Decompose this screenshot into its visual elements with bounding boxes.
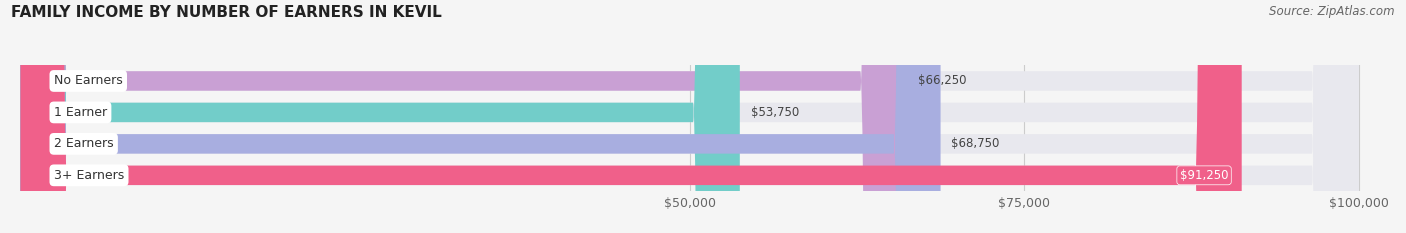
FancyBboxPatch shape bbox=[21, 0, 941, 233]
Text: 1 Earner: 1 Earner bbox=[53, 106, 107, 119]
Text: $53,750: $53,750 bbox=[751, 106, 799, 119]
FancyBboxPatch shape bbox=[21, 0, 1241, 233]
Text: $66,250: $66,250 bbox=[918, 75, 966, 87]
Text: Source: ZipAtlas.com: Source: ZipAtlas.com bbox=[1270, 5, 1395, 18]
Text: 2 Earners: 2 Earners bbox=[53, 137, 114, 150]
Text: $91,250: $91,250 bbox=[1180, 169, 1229, 182]
FancyBboxPatch shape bbox=[21, 0, 1358, 233]
Text: 3+ Earners: 3+ Earners bbox=[53, 169, 124, 182]
FancyBboxPatch shape bbox=[21, 0, 1358, 233]
Text: $68,750: $68,750 bbox=[952, 137, 1000, 150]
FancyBboxPatch shape bbox=[21, 0, 1358, 233]
FancyBboxPatch shape bbox=[21, 0, 907, 233]
Text: No Earners: No Earners bbox=[53, 75, 122, 87]
FancyBboxPatch shape bbox=[21, 0, 1358, 233]
FancyBboxPatch shape bbox=[21, 0, 740, 233]
Text: FAMILY INCOME BY NUMBER OF EARNERS IN KEVIL: FAMILY INCOME BY NUMBER OF EARNERS IN KE… bbox=[11, 5, 441, 20]
